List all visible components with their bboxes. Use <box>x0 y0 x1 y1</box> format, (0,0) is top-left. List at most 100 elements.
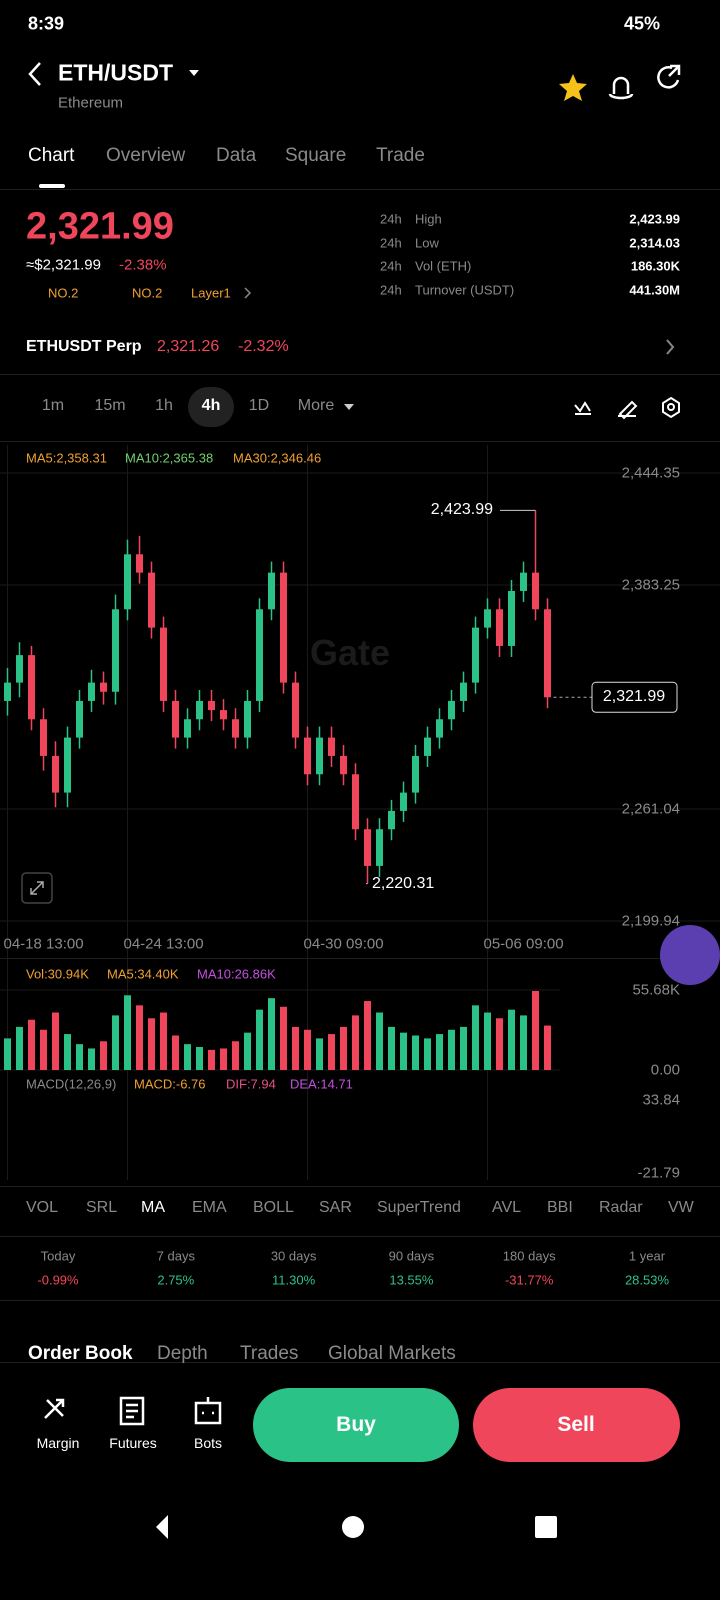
tool-label[interactable]: Bots <box>193 1435 223 1451</box>
interval[interactable]: 1h <box>155 397 173 414</box>
candle-body <box>448 700 455 720</box>
candle-body <box>532 572 539 610</box>
perp-change: -2.32% <box>238 338 289 355</box>
indicator-tab[interactable]: SRL <box>86 1199 118 1216</box>
interval[interactable]: More <box>297 397 335 414</box>
assistant-bubble[interactable] <box>660 925 720 985</box>
interval[interactable]: 4h <box>201 397 221 414</box>
volume-bar <box>280 1006 287 1070</box>
macd-label: MACD:-6.76 <box>134 1076 206 1092</box>
volume-bar <box>544 1025 551 1070</box>
favorite-icon[interactable] <box>559 74 587 101</box>
candle-body <box>400 792 407 811</box>
pair-name: Ethereum <box>58 94 124 112</box>
futures-icon[interactable] <box>119 1396 145 1426</box>
bots-icon[interactable] <box>194 1397 222 1425</box>
pair-title[interactable]: ETH/USDT <box>58 59 173 86</box>
y-tick-label: 2,261.04 <box>621 800 680 818</box>
chevron[interactable] <box>666 339 675 355</box>
indicator-icon[interactable] <box>574 401 591 415</box>
indicator-tab[interactable]: BOLL <box>253 1199 294 1216</box>
candle-body <box>484 609 491 628</box>
candle-body <box>256 609 263 701</box>
nav-back[interactable] <box>156 1515 168 1539</box>
indicator-tab[interactable]: VOL <box>26 1199 59 1216</box>
volume-bar <box>484 1012 491 1070</box>
x-tick-label: 04-30 09:00 <box>303 935 384 953</box>
interval[interactable]: 1D <box>248 397 270 414</box>
bell-icon[interactable] <box>608 76 634 100</box>
indicator-tab[interactable]: AVL <box>492 1199 522 1216</box>
candle-body <box>340 755 347 775</box>
tab[interactable]: Chart <box>28 145 75 166</box>
rank-tag[interactable]: NO.2 <box>48 285 79 301</box>
indicator-tab[interactable]: MA <box>141 1199 165 1216</box>
volume-bar <box>4 1038 11 1070</box>
buy-label[interactable]: Buy <box>336 1413 376 1436</box>
expand-icon[interactable] <box>21 872 53 904</box>
stat-value: 2,314.03 <box>629 235 680 251</box>
y-tick-label: 33.84 <box>642 1091 680 1109</box>
volume-bar <box>220 1048 227 1070</box>
margin-icon[interactable] <box>44 1398 65 1419</box>
draw-icon[interactable] <box>618 400 638 420</box>
low-label: 2,220.31 <box>372 874 435 892</box>
candle-body <box>352 774 359 830</box>
order-tab[interactable]: Depth <box>157 1343 208 1364</box>
divider <box>0 189 720 190</box>
stat-period: 24h <box>380 282 402 298</box>
perp-price: 2,321.26 <box>157 338 220 355</box>
indicator-tab[interactable]: VW <box>668 1199 694 1216</box>
volume-bar <box>136 1005 143 1070</box>
settings-icon[interactable] <box>662 396 680 419</box>
tab[interactable]: Data <box>216 145 257 166</box>
perf-period: 7 days <box>156 1248 195 1264</box>
status-battery: 45% <box>623 13 660 34</box>
indicator-tab[interactable]: SuperTrend <box>377 1199 461 1216</box>
volume-bar <box>292 1026 299 1070</box>
volume-bar <box>448 1029 455 1070</box>
volume-bar <box>520 1015 527 1070</box>
indicator-tab[interactable]: EMA <box>192 1199 227 1216</box>
interval[interactable]: 1m <box>41 397 65 414</box>
candle-body <box>112 609 119 692</box>
buy-button[interactable] <box>253 1388 459 1462</box>
sell-label[interactable]: Sell <box>557 1413 595 1436</box>
tool-label[interactable]: Margin <box>36 1435 80 1451</box>
tab[interactable]: Overview <box>106 145 186 166</box>
interval[interactable]: 15m <box>94 397 126 414</box>
rank-tag[interactable]: NO.2 <box>132 285 163 301</box>
candle-body <box>184 719 191 738</box>
nav-recents[interactable] <box>535 1516 557 1538</box>
perp-name[interactable]: ETHUSDT Perp <box>26 338 142 355</box>
candle-body <box>160 627 167 701</box>
candle-body <box>424 737 431 756</box>
sector-tag[interactable]: Layer1 <box>191 285 231 301</box>
tab[interactable]: Trade <box>376 145 425 166</box>
volume-bar <box>196 1047 203 1070</box>
tab[interactable]: Square <box>285 145 347 166</box>
perf-period: 180 days <box>502 1248 556 1264</box>
indicator-tab[interactable]: SAR <box>319 1199 352 1216</box>
volume-bar <box>460 1026 467 1070</box>
ma-label: MA10:2,365.38 <box>125 450 214 466</box>
volume-bar <box>472 1005 479 1070</box>
share-icon[interactable] <box>657 64 681 89</box>
pair-dropdown[interactable] <box>189 70 199 76</box>
tool-label[interactable]: Futures <box>109 1435 157 1451</box>
divider <box>0 958 720 959</box>
order-tab[interactable]: Global Markets <box>328 1343 456 1364</box>
indicator-tab[interactable]: Radar <box>599 1199 643 1216</box>
more-dropdown <box>344 404 354 410</box>
volume-bar <box>76 1044 83 1070</box>
order-tab[interactable]: Trades <box>240 1343 299 1364</box>
indicator-tab[interactable]: BBI <box>547 1199 573 1216</box>
volume-bar <box>160 1012 167 1070</box>
sell-button[interactable] <box>473 1388 680 1462</box>
order-tab[interactable]: Order Book <box>28 1343 133 1364</box>
volume-bar <box>496 1018 503 1070</box>
nav-home[interactable] <box>342 1516 364 1538</box>
back-icon[interactable] <box>28 62 41 86</box>
candle-body <box>520 572 527 591</box>
